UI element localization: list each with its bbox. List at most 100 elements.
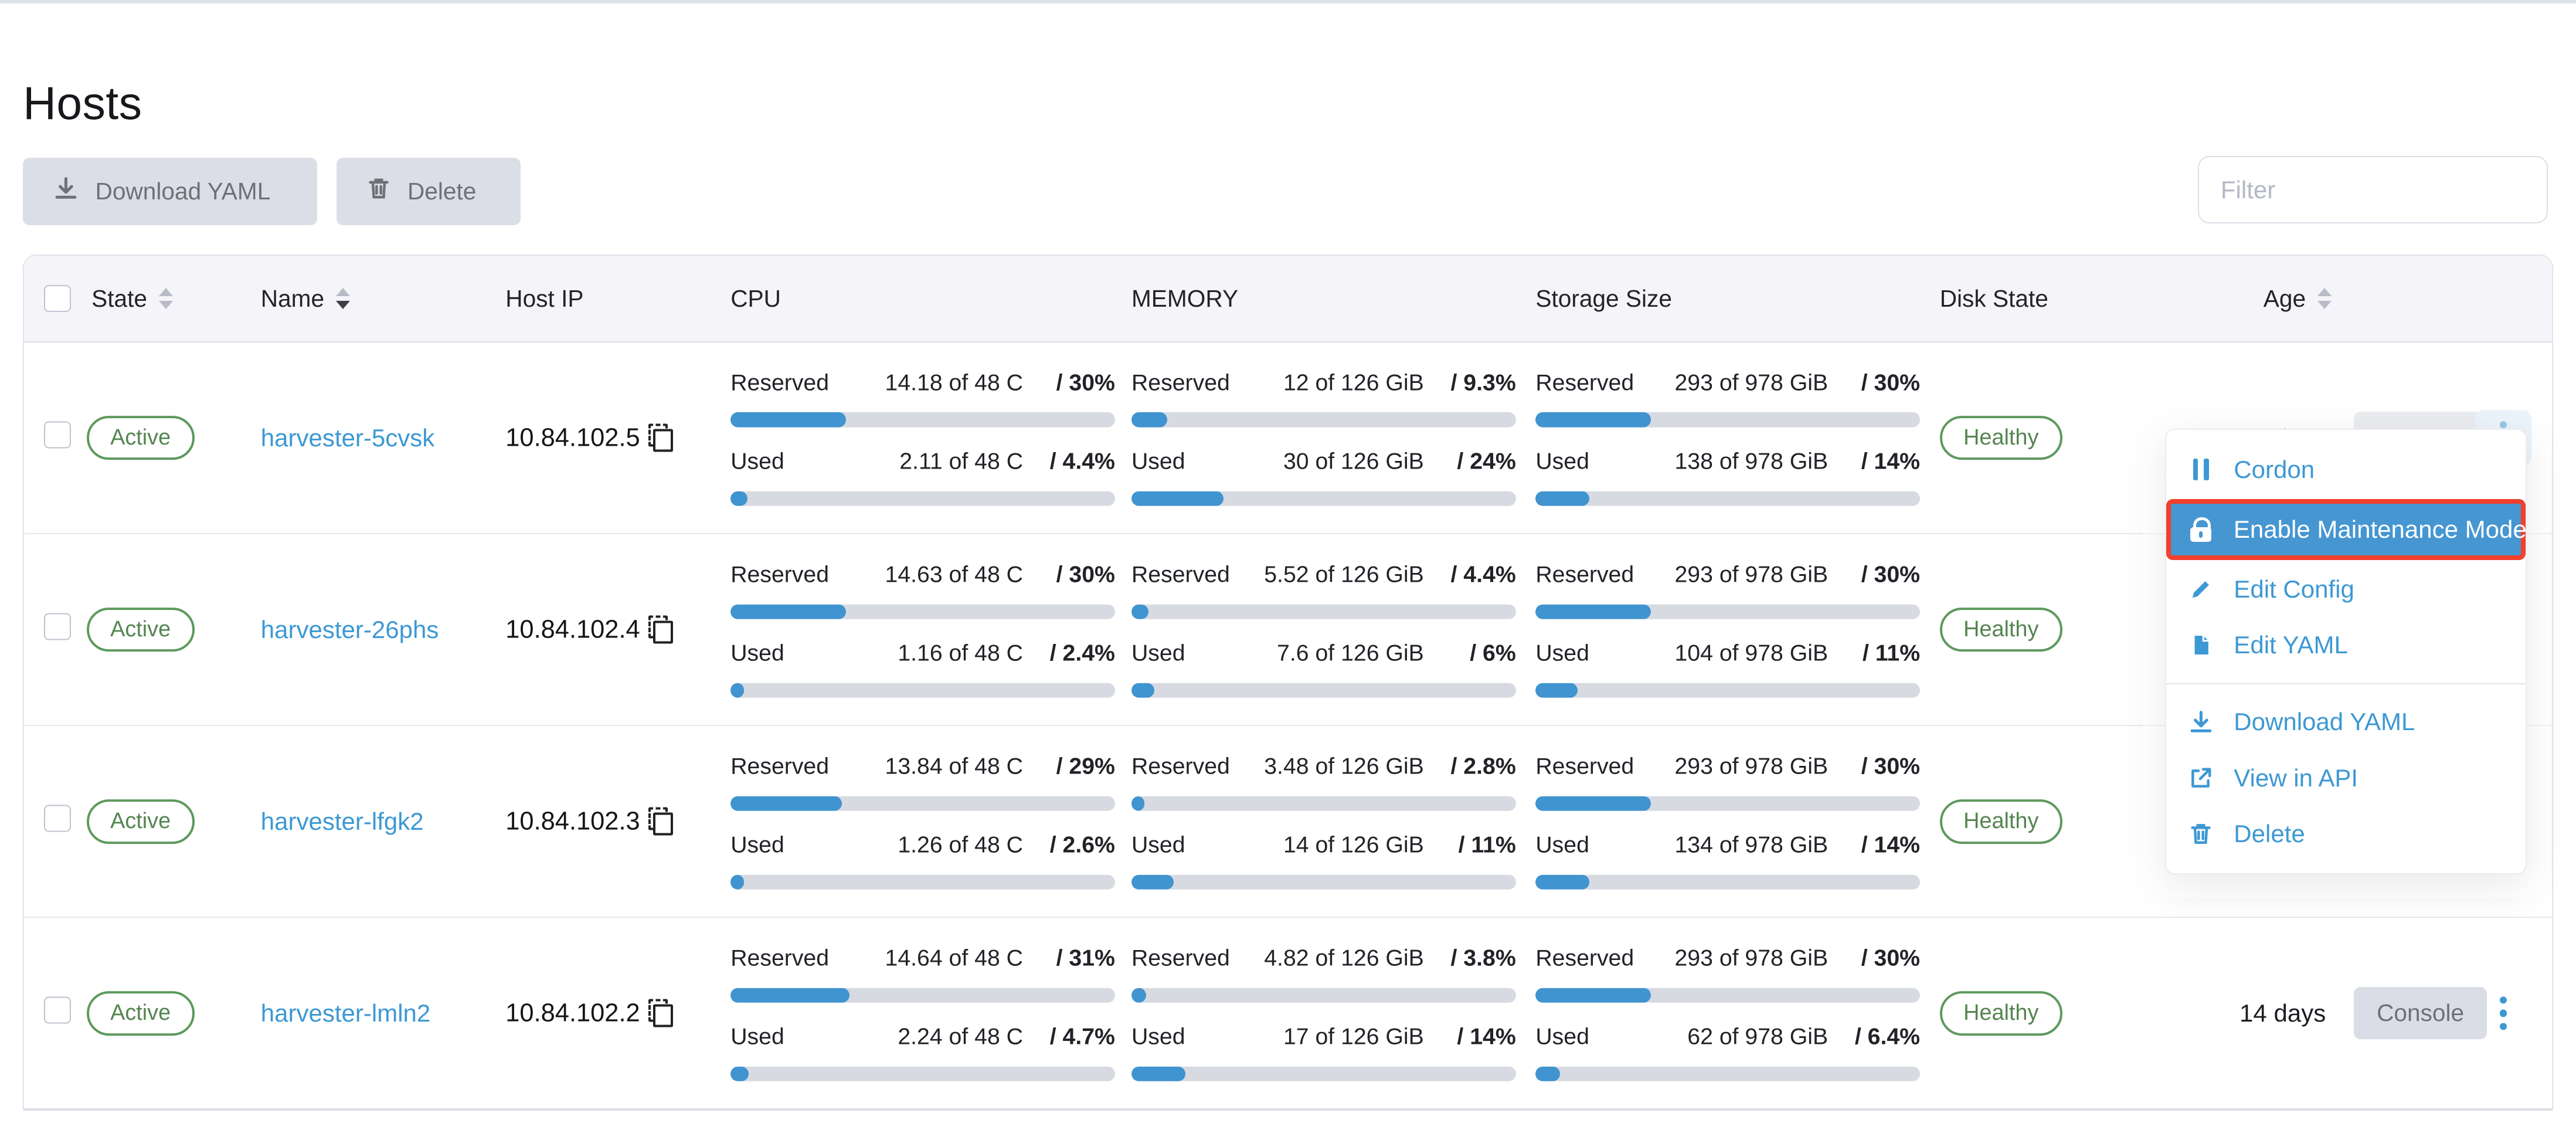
host-name-link[interactable]: harvester-5cvsk	[260, 423, 435, 452]
progress-bar	[730, 1066, 1115, 1082]
disk-state-badge: Healthy	[1939, 415, 2062, 460]
disk-state-badge: Healthy	[1939, 990, 2062, 1036]
column-header-disk-state: Disk State	[1939, 284, 2048, 312]
row-checkbox[interactable]	[43, 805, 71, 832]
progress-bar	[730, 796, 1115, 811]
host-name-link[interactable]: harvester-26phs	[260, 615, 439, 643]
copy-icon[interactable]	[648, 423, 673, 452]
progress-bar	[1535, 874, 1921, 890]
menu-item-edit-config[interactable]: Edit Config	[2166, 562, 2526, 618]
disk-state-badge: Healthy	[1939, 607, 2062, 652]
download-icon	[2188, 709, 2214, 735]
progress-bar	[1131, 1066, 1516, 1082]
table-row: Active harvester-26phs 10.84.102.4 Reser…	[24, 534, 2552, 727]
row-checkbox[interactable]	[43, 613, 71, 640]
file-icon	[2188, 632, 2214, 659]
top-divider	[0, 0, 2576, 4]
progress-bar	[1535, 796, 1921, 811]
progress-bar	[730, 604, 1115, 619]
cpu-metrics: Reserved 14.18 of 48 C/ 30% Used 2.11 of 4…	[730, 369, 1115, 506]
page-title: Hosts	[23, 77, 142, 130]
column-header-state[interactable]: State	[91, 256, 173, 341]
column-header-memory: MEMORY	[1131, 284, 1239, 312]
host-ip: 10.84.102.5	[505, 423, 640, 452]
progress-bar	[730, 491, 1115, 506]
progress-bar	[1131, 412, 1516, 428]
menu-item-enable-maintenance-mode[interactable]: Enable Maintenance Mode	[2166, 499, 2527, 560]
progress-bar	[730, 874, 1115, 890]
column-header-storage: Storage Size	[1535, 284, 1672, 312]
status-badge: Active	[86, 607, 195, 652]
progress-bar	[1535, 683, 1921, 698]
sort-icon	[2317, 288, 2332, 310]
download-yaml-label: Download YAML	[95, 177, 271, 205]
copy-icon[interactable]	[648, 807, 673, 836]
copy-icon[interactable]	[648, 615, 673, 644]
menu-divider	[2166, 683, 2526, 684]
column-header-host-ip: Host IP	[505, 284, 584, 312]
progress-bar	[730, 683, 1115, 698]
delete-label: Delete	[407, 177, 477, 205]
select-all-checkbox[interactable]	[43, 285, 71, 313]
storage-metrics: Reserved 293 of 978 GiB/ 30% Used 138 of 9…	[1535, 369, 1921, 506]
host-name-link[interactable]: harvester-lfgk2	[260, 807, 424, 835]
progress-bar	[1535, 604, 1921, 619]
progress-bar	[1535, 1066, 1921, 1082]
download-icon	[53, 175, 79, 208]
row-checkbox[interactable]	[43, 421, 71, 449]
progress-bar	[1131, 796, 1516, 811]
progress-bar	[1131, 604, 1516, 619]
sort-icon	[158, 288, 173, 310]
column-header-name[interactable]: Name	[261, 256, 350, 341]
storage-metrics: Reserved 293 of 978 GiB/ 30% Used 62 of 97…	[1535, 945, 1921, 1082]
menu-item-download-yaml[interactable]: Download YAML	[2166, 694, 2526, 750]
row-actions-menu-button[interactable]	[2475, 985, 2531, 1041]
progress-bar	[730, 988, 1115, 1003]
status-badge: Active	[86, 990, 195, 1036]
lock-icon	[2187, 516, 2214, 542]
memory-metrics: Reserved 5.52 of 126 GiB/ 4.4% Used 7.6 of…	[1131, 561, 1516, 698]
table-row: Active harvester-lmln2 10.84.102.2 Reser…	[24, 918, 2552, 1110]
progress-bar	[1131, 683, 1516, 698]
menu-item-delete[interactable]: Delete	[2166, 806, 2526, 861]
menu-item-cordon[interactable]: Cordon	[2166, 442, 2526, 497]
host-ip: 10.84.102.3	[505, 807, 640, 836]
copy-icon[interactable]	[648, 999, 673, 1027]
progress-bar	[1131, 491, 1516, 506]
storage-metrics: Reserved 293 of 978 GiB/ 30% Used 134 of 9…	[1535, 753, 1921, 890]
menu-item-edit-yaml[interactable]: Edit YAML	[2166, 618, 2526, 673]
progress-bar	[1535, 491, 1921, 506]
delete-button[interactable]: Delete	[337, 158, 521, 225]
host-ip: 10.84.102.2	[505, 999, 640, 1027]
status-badge: Active	[86, 799, 195, 844]
host-name-link[interactable]: harvester-lmln2	[260, 999, 431, 1027]
status-badge: Active	[86, 415, 195, 460]
progress-bar	[1535, 988, 1921, 1003]
trash-icon	[366, 175, 391, 208]
disk-state-badge: Healthy	[1939, 799, 2062, 844]
external-link-icon	[2188, 765, 2214, 791]
menu-item-view-in-api[interactable]: View in API	[2166, 750, 2526, 806]
trash-icon	[2188, 820, 2214, 847]
pencil-icon	[2188, 576, 2214, 603]
table-header-row: State Name Host IP CPU MEMORY Storage Si…	[24, 256, 2552, 343]
console-button[interactable]: Console	[2353, 986, 2487, 1040]
memory-metrics: Reserved 3.48 of 126 GiB/ 2.8% Used 14 of …	[1131, 753, 1516, 890]
pause-icon	[2188, 456, 2214, 483]
host-ip: 10.84.102.4	[505, 615, 640, 644]
cpu-metrics: Reserved 13.84 of 48 C/ 29% Used 1.26 of 4…	[730, 753, 1115, 890]
download-yaml-button[interactable]: Download YAML	[23, 158, 317, 225]
sort-icon	[335, 288, 350, 310]
cpu-metrics: Reserved 14.63 of 48 C/ 30% Used 1.16 of 4…	[730, 561, 1115, 698]
progress-bar	[1131, 988, 1516, 1003]
filter-input[interactable]	[2198, 156, 2548, 224]
age-value: 14 days	[2239, 999, 2326, 1027]
row-checkbox[interactable]	[43, 996, 71, 1024]
column-header-age[interactable]: Age	[2264, 256, 2332, 341]
progress-bar	[1131, 874, 1516, 890]
column-header-cpu: CPU	[730, 284, 781, 312]
progress-bar	[1535, 412, 1921, 428]
cpu-metrics: Reserved 14.64 of 48 C/ 31% Used 2.24 of 4…	[730, 945, 1115, 1082]
memory-metrics: Reserved 4.82 of 126 GiB/ 3.8% Used 17 of …	[1131, 945, 1516, 1082]
